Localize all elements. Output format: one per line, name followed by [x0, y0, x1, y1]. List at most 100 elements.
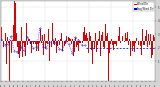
Bar	[113, 41, 114, 50]
Bar	[12, 40, 13, 41]
Bar	[122, 36, 123, 41]
Bar	[60, 39, 61, 41]
Bar	[101, 35, 102, 41]
Bar	[51, 41, 52, 47]
Bar	[1, 27, 2, 41]
Bar	[143, 41, 144, 45]
Bar	[11, 41, 12, 53]
Bar	[147, 41, 148, 47]
Bar	[17, 41, 18, 47]
Bar	[104, 41, 105, 48]
Bar	[88, 41, 89, 53]
Bar	[76, 37, 77, 41]
Bar	[35, 41, 36, 44]
Bar	[5, 33, 6, 41]
Bar	[32, 41, 33, 42]
Bar	[47, 41, 48, 44]
Bar	[31, 41, 32, 53]
Bar	[3, 41, 4, 47]
Bar	[87, 38, 88, 41]
Bar	[90, 36, 91, 41]
Bar	[142, 29, 143, 41]
Bar	[20, 41, 21, 51]
Bar	[49, 41, 50, 61]
Bar	[112, 41, 113, 45]
Bar	[79, 41, 80, 43]
Bar	[130, 41, 131, 56]
Bar	[52, 23, 53, 41]
Bar	[28, 39, 29, 41]
Bar	[83, 35, 84, 41]
Bar	[44, 34, 45, 41]
Bar	[24, 41, 25, 47]
Bar	[116, 41, 117, 46]
Bar	[95, 33, 96, 41]
Bar	[132, 41, 133, 51]
Bar	[153, 35, 154, 41]
Bar	[75, 41, 76, 57]
Bar	[107, 33, 108, 41]
Bar	[70, 39, 71, 41]
Bar	[154, 37, 155, 41]
Bar	[38, 41, 39, 51]
Bar	[151, 41, 152, 46]
Bar	[30, 41, 31, 44]
Bar	[103, 41, 104, 47]
Bar	[85, 35, 86, 41]
Bar	[40, 29, 41, 41]
Bar	[102, 32, 103, 41]
Bar	[13, 25, 14, 41]
Bar	[14, 0, 15, 41]
Bar	[26, 23, 27, 41]
Bar	[61, 33, 62, 41]
Bar	[65, 41, 66, 44]
Bar	[111, 39, 112, 41]
Bar	[110, 41, 111, 44]
Bar	[128, 41, 129, 45]
Bar	[39, 41, 40, 43]
Bar	[91, 41, 92, 50]
Bar	[135, 41, 136, 43]
Bar	[125, 33, 126, 41]
Bar	[120, 41, 121, 43]
Bar	[119, 27, 120, 41]
Bar	[78, 41, 79, 51]
Bar	[37, 41, 38, 44]
Bar	[133, 41, 134, 46]
Bar	[89, 32, 90, 41]
Bar	[53, 41, 54, 44]
Bar	[58, 40, 59, 41]
Bar	[118, 36, 119, 41]
Bar	[77, 41, 78, 45]
Bar	[41, 41, 42, 43]
Bar	[62, 41, 63, 51]
Bar	[134, 41, 135, 52]
Bar	[100, 41, 101, 56]
Bar	[146, 30, 147, 41]
Bar	[57, 41, 58, 46]
Bar	[7, 41, 8, 42]
Bar	[71, 41, 72, 44]
Bar	[97, 41, 98, 45]
Bar	[149, 41, 150, 45]
Bar	[25, 41, 26, 56]
Bar	[23, 41, 24, 43]
Bar	[114, 41, 115, 44]
Bar	[43, 41, 44, 55]
Bar	[105, 24, 106, 41]
Bar	[18, 41, 19, 54]
Bar	[150, 34, 151, 41]
Bar	[144, 41, 145, 45]
Bar	[115, 41, 116, 44]
Bar	[80, 41, 81, 43]
Bar	[126, 38, 127, 41]
Bar	[94, 41, 95, 49]
Bar	[127, 32, 128, 41]
Bar	[29, 39, 30, 41]
Bar	[141, 41, 142, 55]
Bar	[27, 41, 28, 45]
Bar	[6, 41, 7, 64]
Bar	[54, 41, 55, 45]
Bar	[8, 41, 9, 43]
Bar	[136, 38, 137, 41]
